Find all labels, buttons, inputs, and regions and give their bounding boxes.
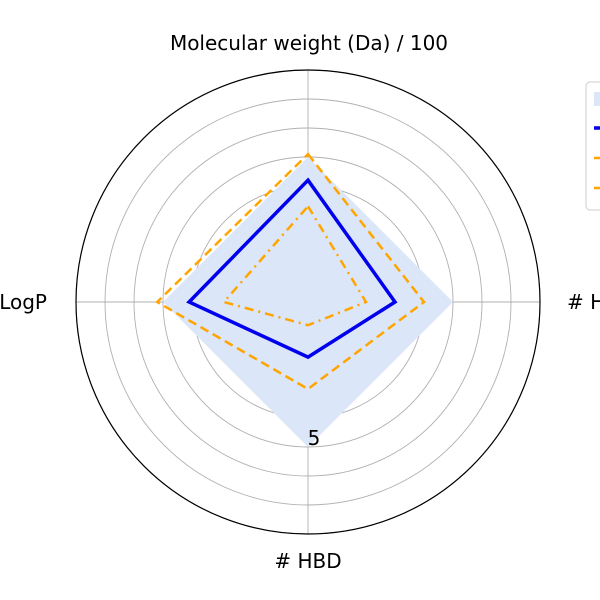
axis-label-hbd: # HBD <box>274 549 341 573</box>
axis-label-logp: LogP <box>0 290 47 314</box>
axis-label-molecular-weight: Molecular weight (Da) / 100 <box>170 31 448 55</box>
series-line-solid <box>186 177 398 360</box>
legend <box>585 81 600 211</box>
axis-labels: Molecular weight (Da) / 100 # HBA # HBD … <box>0 31 600 573</box>
radial-tick-label: 5 <box>308 426 321 450</box>
radar-series <box>155 152 453 447</box>
series-line-dashed <box>155 152 426 391</box>
legend-swatch-area <box>594 92 600 106</box>
axis-label-hba: # HBA <box>567 290 600 314</box>
legend-box <box>585 81 600 211</box>
radar-outer-ring <box>75 69 541 535</box>
series-line-dashdot <box>221 204 368 327</box>
series-area <box>163 157 453 447</box>
